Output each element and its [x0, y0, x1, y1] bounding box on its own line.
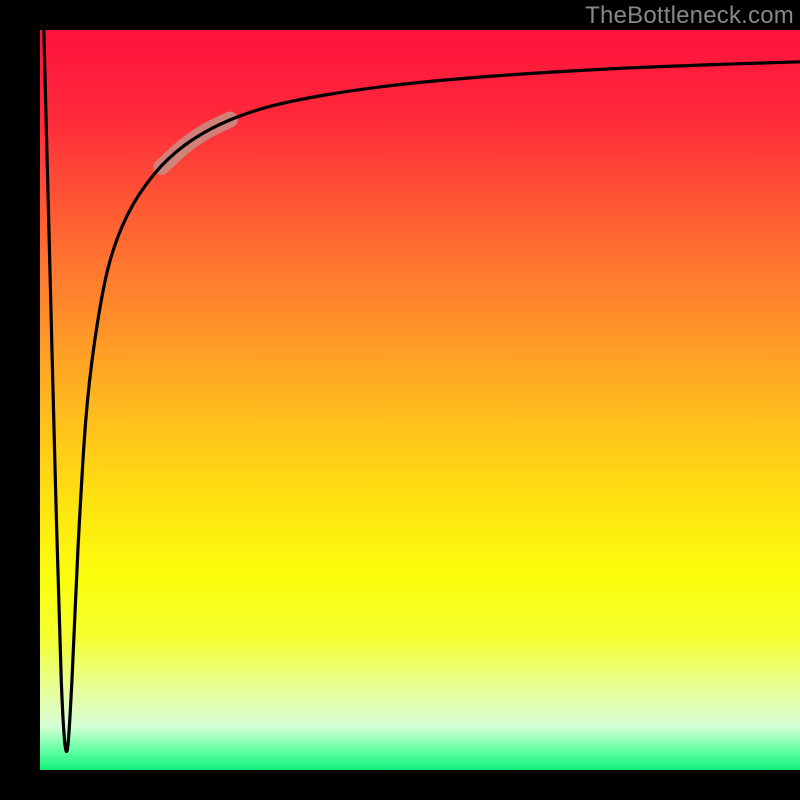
bottleneck-chart [0, 0, 800, 800]
chart-container: TheBottleneck.com [0, 0, 800, 800]
plot-background [40, 30, 800, 770]
watermark-text: TheBottleneck.com [585, 0, 800, 30]
